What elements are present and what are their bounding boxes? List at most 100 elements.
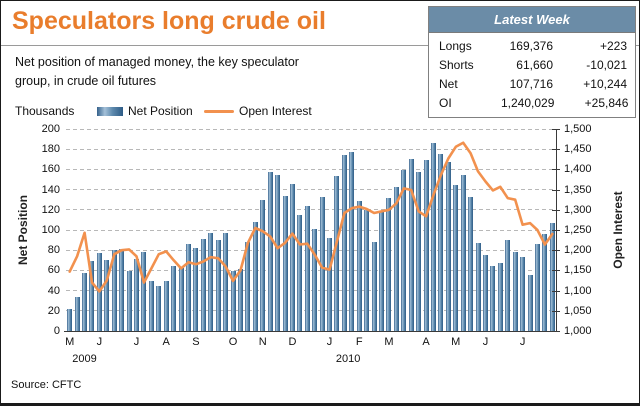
net-position-bar [482,255,488,331]
net-position-bar [453,184,459,331]
net-position-bar [148,280,154,331]
open-interest-line [68,141,554,293]
left-axis-tick-label: 180 [41,143,60,156]
x-axis-month-label: M [384,336,394,348]
right-axis-tick [552,270,560,272]
right-axis-tick-label: 1,250 [564,224,592,236]
right-axis-tick-label: 1,150 [564,264,592,277]
x-axis-year-label: 2010 [335,353,361,365]
net-position-bar [304,205,310,331]
net-position-bar [230,271,236,331]
left-axis-tick-label: 140 [41,183,60,196]
left-axis-tick-label: 40 [47,284,60,297]
stat-change: +223 [599,39,627,53]
net-position-bar [416,172,422,331]
net-position-bar [134,259,140,331]
gridline [66,209,556,211]
left-axis-tick-label: 60 [47,264,60,277]
net-position-bar [260,199,266,331]
right-axis-tick [552,169,560,171]
right-axis-tick-label: 1,200 [564,244,592,257]
net-position-bar [178,268,184,331]
x-axis-month-label: J [96,336,103,348]
right-axis-title: Open Interest [611,191,625,269]
legend-net-position-label: Net Position [128,104,193,118]
latest-week-table: Latest Week Longs 169,376 +223 Shorts 61,660… [428,6,636,118]
right-axis-tick [552,250,560,252]
net-position-bar [490,266,496,331]
x-axis-month-label: J [482,336,489,348]
right-axis-tick-label: 1,400 [564,163,592,176]
net-position-bar [393,186,399,331]
open-interest-swatch-icon [204,109,234,113]
legend-item-open-interest: Open Interest [204,104,312,118]
net-position-bar [364,209,370,331]
net-position-bar [475,243,481,331]
net-position-bar [408,159,414,331]
left-axis-tick-label: 200 [41,123,60,135]
page-title: Speculators long crude oil [12,7,326,35]
x-axis-month-label: J [519,336,526,348]
net-position-bar [549,222,555,331]
right-axis-tick [552,189,560,191]
net-position-bar [186,244,191,331]
gridline [66,128,556,130]
net-position-bar [141,252,147,331]
net-position-bar [497,263,503,331]
net-position-bar [252,221,258,331]
net-position-swatch-icon [97,106,123,116]
right-axis-tick-label: 1,350 [564,183,592,196]
x-axis-month-label: J [133,336,140,348]
net-position-bar [111,250,117,331]
stat-change: +10,244 [583,77,627,91]
net-position-bar [208,233,214,331]
x-axis-month-label: M [65,336,75,348]
net-position-bar [341,155,347,331]
net-position-bar [379,211,385,331]
net-position-bar [282,195,288,331]
left-axis-units-label: Thousands [15,104,75,118]
gridline [66,168,556,170]
x-axis-month-label: O [228,336,238,348]
net-position-bar [371,242,377,331]
net-position-bar [438,154,444,331]
net-position-bar [505,240,511,331]
plot-area [66,128,556,331]
stat-change: -10,021 [586,58,627,72]
net-position-bar [445,162,451,331]
net-position-bar [334,176,340,331]
x-axis-month-label: D [288,336,297,348]
x-axis-month-label: A [422,336,430,348]
net-position-bar [156,285,162,331]
net-position-bar [267,172,273,331]
stat-value: 61,660 [516,58,553,72]
net-position-bar [289,183,295,331]
x-axis-year-label: 2009 [72,353,97,365]
x-axis-month-label: F [355,336,363,348]
left-axis-tick-label: 20 [47,304,60,317]
net-position-bar [82,273,88,331]
net-position-bar [215,240,221,331]
right-axis-tick [552,149,560,151]
legend-item-net-position: Net Position [97,104,193,118]
net-position-bar [542,234,548,331]
x-axis-month-label: A [162,336,170,348]
net-position-bar [349,152,355,331]
right-axis-tick [552,209,560,211]
stat-value: 169,376 [509,39,553,53]
stat-change: +25,846 [584,96,629,110]
right-axis-tick [552,129,560,130]
net-position-bar [468,196,474,331]
gridline [66,310,556,312]
net-position-bar [312,229,318,331]
stat-value: 107,716 [509,77,553,91]
net-position-bar [193,248,199,331]
net-position-bar [431,143,436,331]
left-axis-tick-label: 80 [47,244,60,257]
latest-week-header: Latest Week [429,7,635,33]
stat-label: Longs [439,39,472,53]
right-axis-tick [552,331,560,332]
gridline [66,189,556,191]
net-position-bar [460,175,466,331]
